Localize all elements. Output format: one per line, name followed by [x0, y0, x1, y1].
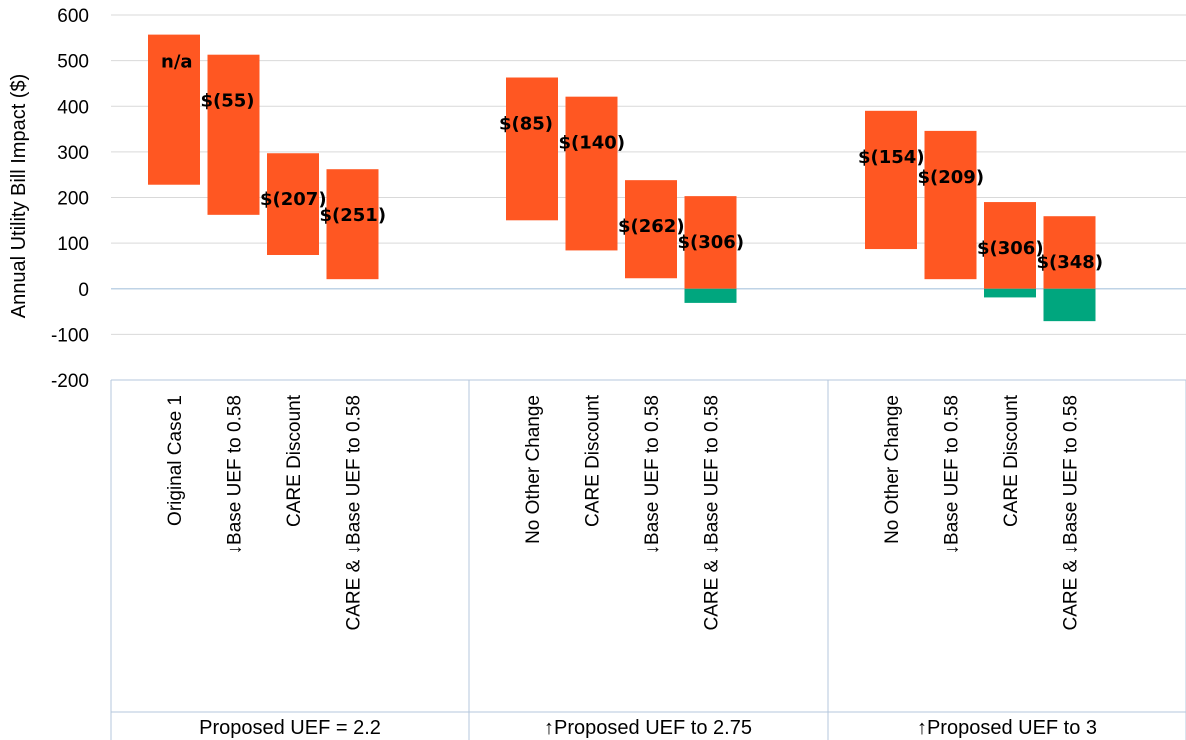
group-label: Proposed UEF = 2.2 [199, 717, 381, 739]
data-label: $(154) [858, 147, 925, 168]
y-tick-label: 0 [78, 280, 89, 301]
bar-positive [565, 96, 618, 251]
y-axis-title: Annual Utility Bill Impact ($) [8, 74, 30, 319]
bar-positive [1043, 216, 1096, 289]
bar-negative [684, 288, 737, 303]
bar-negative [984, 288, 1036, 298]
data-label: $(207) [260, 189, 327, 210]
category-label: CARE Discount [1001, 394, 1022, 527]
bar-positive [625, 180, 677, 279]
bar-positive [506, 77, 558, 221]
bar-positive [326, 169, 379, 280]
category-label: CARE & ↓Base UEF to 0.58 [1061, 395, 1082, 631]
category-label: CARE & ↓Base UEF to 0.58 [344, 395, 365, 631]
group-label: ↑Proposed UEF to 3 [917, 717, 1097, 739]
bar-positive [865, 110, 917, 250]
bar-positive [267, 153, 319, 255]
data-label: $(140) [559, 133, 626, 154]
y-tick-label: 500 [57, 52, 89, 73]
y-tick-label: 100 [57, 234, 89, 255]
group-label: ↑Proposed UEF to 2.75 [544, 717, 752, 739]
y-tick-label: -100 [51, 325, 89, 346]
bar-positive [207, 54, 260, 215]
bar-positive [984, 202, 1036, 289]
data-label: $(306) [678, 232, 745, 253]
data-label: $(306) [977, 238, 1044, 259]
data-labels: n/a$(55)$(207)$(251)$(85)$(140)$(262)$(3… [161, 52, 1103, 274]
data-label: $(262) [618, 216, 685, 237]
data-label: $(251) [320, 205, 387, 226]
bar-negative [1043, 288, 1096, 322]
data-label: $(348) [1037, 252, 1104, 273]
data-label: n/a [161, 52, 193, 73]
bar-positive [684, 196, 737, 289]
data-label: $(55) [201, 91, 255, 112]
category-label: No Other Change [523, 395, 544, 544]
data-label: $(85) [499, 114, 553, 135]
y-tick-label: -200 [51, 371, 89, 392]
data-label: $(209) [918, 167, 985, 188]
category-label: CARE & ↓Base UEF to 0.58 [702, 395, 723, 631]
category-label: ↓Base UEF to 0.58 [225, 395, 246, 554]
y-tick-label: 200 [57, 189, 89, 210]
category-label: No Other Change [882, 395, 903, 544]
bar-positive [148, 34, 200, 185]
axes: 600 500 400 300 200 100 0 -100 -200 Original Case… [51, 6, 1186, 740]
category-label: CARE Discount [583, 394, 604, 527]
y-tick-label: 400 [57, 97, 89, 118]
y-tick-label: 600 [57, 6, 89, 27]
category-label: CARE Discount [284, 394, 305, 527]
category-label: ↓Base UEF to 0.58 [942, 395, 963, 554]
category-label: Original Case 1 [165, 395, 186, 526]
bar-positive [924, 130, 977, 280]
y-tick-label: 300 [57, 143, 89, 164]
bars [148, 34, 1096, 322]
category-label: ↓Base UEF to 0.58 [642, 395, 663, 554]
